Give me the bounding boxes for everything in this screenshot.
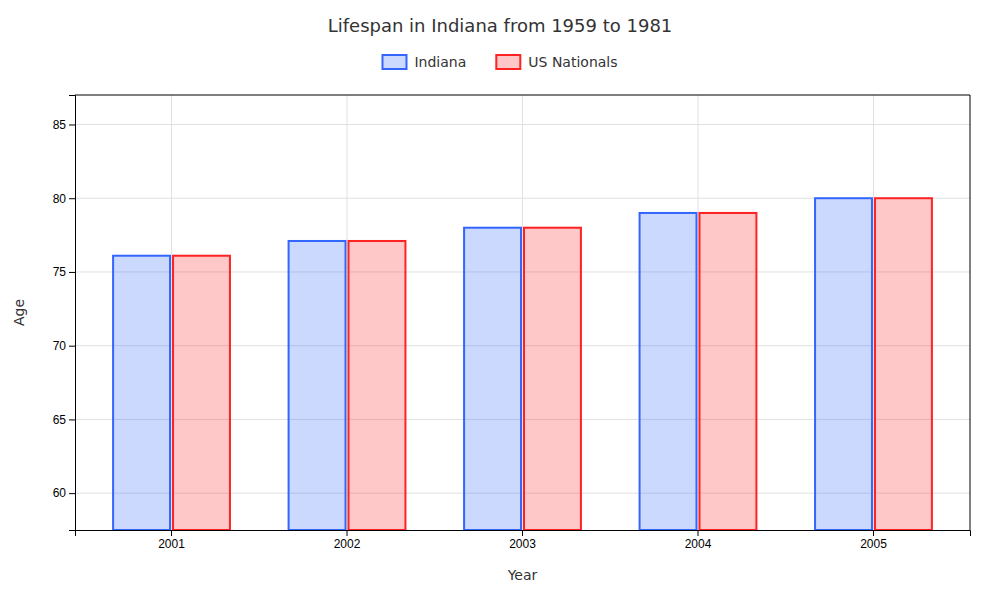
x-grid-line [522, 95, 523, 530]
series-bars [113, 198, 872, 530]
x-tick-mark [522, 530, 523, 536]
x-tick: 2003 [509, 530, 536, 551]
y-tick-label: 60 [53, 486, 67, 500]
legend-item: US Nationals [496, 54, 617, 70]
bar [640, 213, 697, 530]
bars [113, 198, 932, 530]
grid [75, 95, 970, 530]
x-tick-mark [697, 530, 698, 536]
y-tick-mark [69, 198, 75, 199]
y-tick: 65 [53, 413, 75, 427]
x-tick-label: 2005 [860, 537, 887, 551]
bar [699, 213, 756, 530]
legend-swatch [382, 55, 406, 69]
plot: 60 65 70 75 80 85 2001 2002 2003 2004 2005 [53, 95, 971, 551]
legend-item: Indiana [382, 54, 466, 70]
series-bars [173, 198, 932, 530]
x-tick: 2005 [860, 530, 887, 551]
y-tick-label: 80 [53, 192, 67, 206]
bar [464, 228, 521, 530]
frame-top [75, 95, 970, 96]
bar [289, 241, 346, 530]
x-tick-label: 2002 [334, 537, 361, 551]
y-axis: 60 65 70 75 80 85 [53, 96, 76, 531]
x-axis: 2001 2002 2003 2004 2005 [76, 530, 971, 551]
x-tick: 2004 [685, 530, 712, 551]
x-grid-line [697, 95, 698, 530]
frame-right [970, 95, 971, 530]
bar [875, 198, 932, 530]
bar [349, 241, 406, 530]
x-grid-line [873, 95, 874, 530]
y-tick-mark [69, 124, 75, 125]
y-tick-mark [69, 419, 75, 420]
x-grid-line [347, 95, 348, 530]
x-tick-label: 2001 [158, 537, 185, 551]
legend-label: US Nationals [528, 54, 617, 70]
y-tick-mark [69, 272, 75, 273]
x-grid-line [171, 95, 172, 530]
legend-label: Indiana [414, 54, 466, 70]
bar [815, 198, 872, 530]
bar [173, 256, 230, 530]
legend-swatch [496, 55, 520, 69]
y-axis-label: Age [11, 299, 27, 326]
x-tick-mark [347, 530, 348, 536]
y-tick-label: 65 [53, 413, 67, 427]
y-tick: 75 [53, 265, 75, 279]
title: Lifespan in Indiana from 1959 to 1981 [328, 15, 673, 36]
y-tick: 80 [53, 192, 75, 206]
x-tick: 2002 [334, 530, 361, 551]
y-tick: 60 [53, 486, 75, 500]
bar [524, 228, 581, 530]
y-axis-line [69, 96, 76, 531]
legend: Indiana US Nationals [382, 54, 617, 70]
x-tick: 2001 [158, 530, 185, 551]
y-tick-label: 85 [53, 118, 67, 132]
x-tick-label: 2003 [509, 537, 536, 551]
y-tick-label: 75 [53, 265, 67, 279]
y-tick-mark [69, 493, 75, 494]
x-axis-line [76, 531, 971, 537]
x-tick-label: 2004 [685, 537, 712, 551]
y-tick: 85 [53, 118, 75, 132]
x-axis-label: Year [507, 567, 538, 583]
y-tick-mark [69, 346, 75, 347]
x-tick-mark [873, 530, 874, 536]
x-tick-mark [171, 530, 172, 536]
y-tick-label: 70 [53, 339, 67, 353]
chart: 60 65 70 75 80 85 2001 2002 2003 2004 2005 Lifespan… [0, 0, 1000, 600]
y-tick: 70 [53, 339, 75, 353]
bar [113, 256, 170, 530]
